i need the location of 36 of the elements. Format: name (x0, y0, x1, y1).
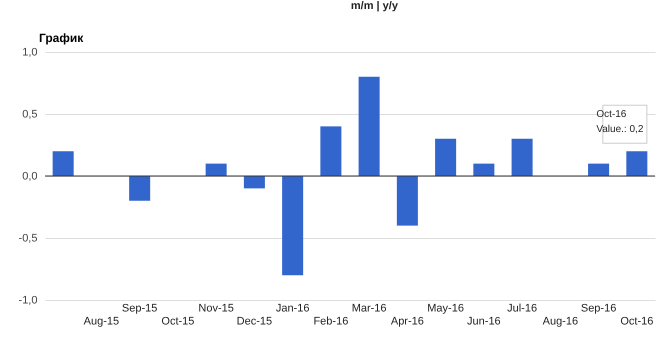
x-tick-label: Mar-16 (352, 302, 387, 314)
annotation: Oct-16 Value.: 0,2 (596, 109, 644, 136)
y-tick-label: 1,0 (22, 46, 38, 58)
x-tick-label: Sep-15 (122, 302, 158, 314)
bar (588, 164, 610, 176)
bar (358, 76, 380, 176)
x-tick-label: Jul-16 (507, 302, 538, 314)
bar (52, 151, 74, 176)
bar (473, 164, 494, 176)
x-tick-label: Sep-16 (580, 302, 616, 314)
y-tick-label: -1,0 (18, 294, 38, 306)
x-tick-label: Nov-15 (198, 302, 234, 314)
chart-title: График (39, 31, 84, 45)
text: m/m | y/y (350, 0, 399, 12)
x-tick-label: Oct-16 (620, 316, 654, 328)
x-tick-label: Apr-16 (390, 316, 424, 328)
bar (396, 176, 418, 226)
bar (282, 176, 304, 276)
x-tick-label: Jun-16 (467, 316, 501, 328)
bar (320, 126, 342, 176)
bar (626, 151, 648, 176)
x-tick-label: Oct-15 (161, 316, 194, 328)
x-tick-label: Dec-15 (236, 316, 272, 328)
x-tick-label: Aug-15 (84, 316, 120, 328)
bar (129, 176, 150, 201)
bar (206, 164, 227, 176)
bar (435, 138, 456, 176)
y-tick-label: -0,5 (18, 232, 38, 244)
y-tick-label: 0,5 (22, 108, 38, 120)
bar (512, 138, 533, 176)
x-tick-label: Feb-16 (313, 316, 348, 328)
y-tick-label: 0,0 (22, 170, 38, 182)
x-tick-label: Aug-16 (542, 316, 578, 328)
bar (244, 176, 265, 188)
x-tick-label: May-16 (427, 302, 464, 314)
x-tick-label: Jan-16 (276, 302, 310, 314)
